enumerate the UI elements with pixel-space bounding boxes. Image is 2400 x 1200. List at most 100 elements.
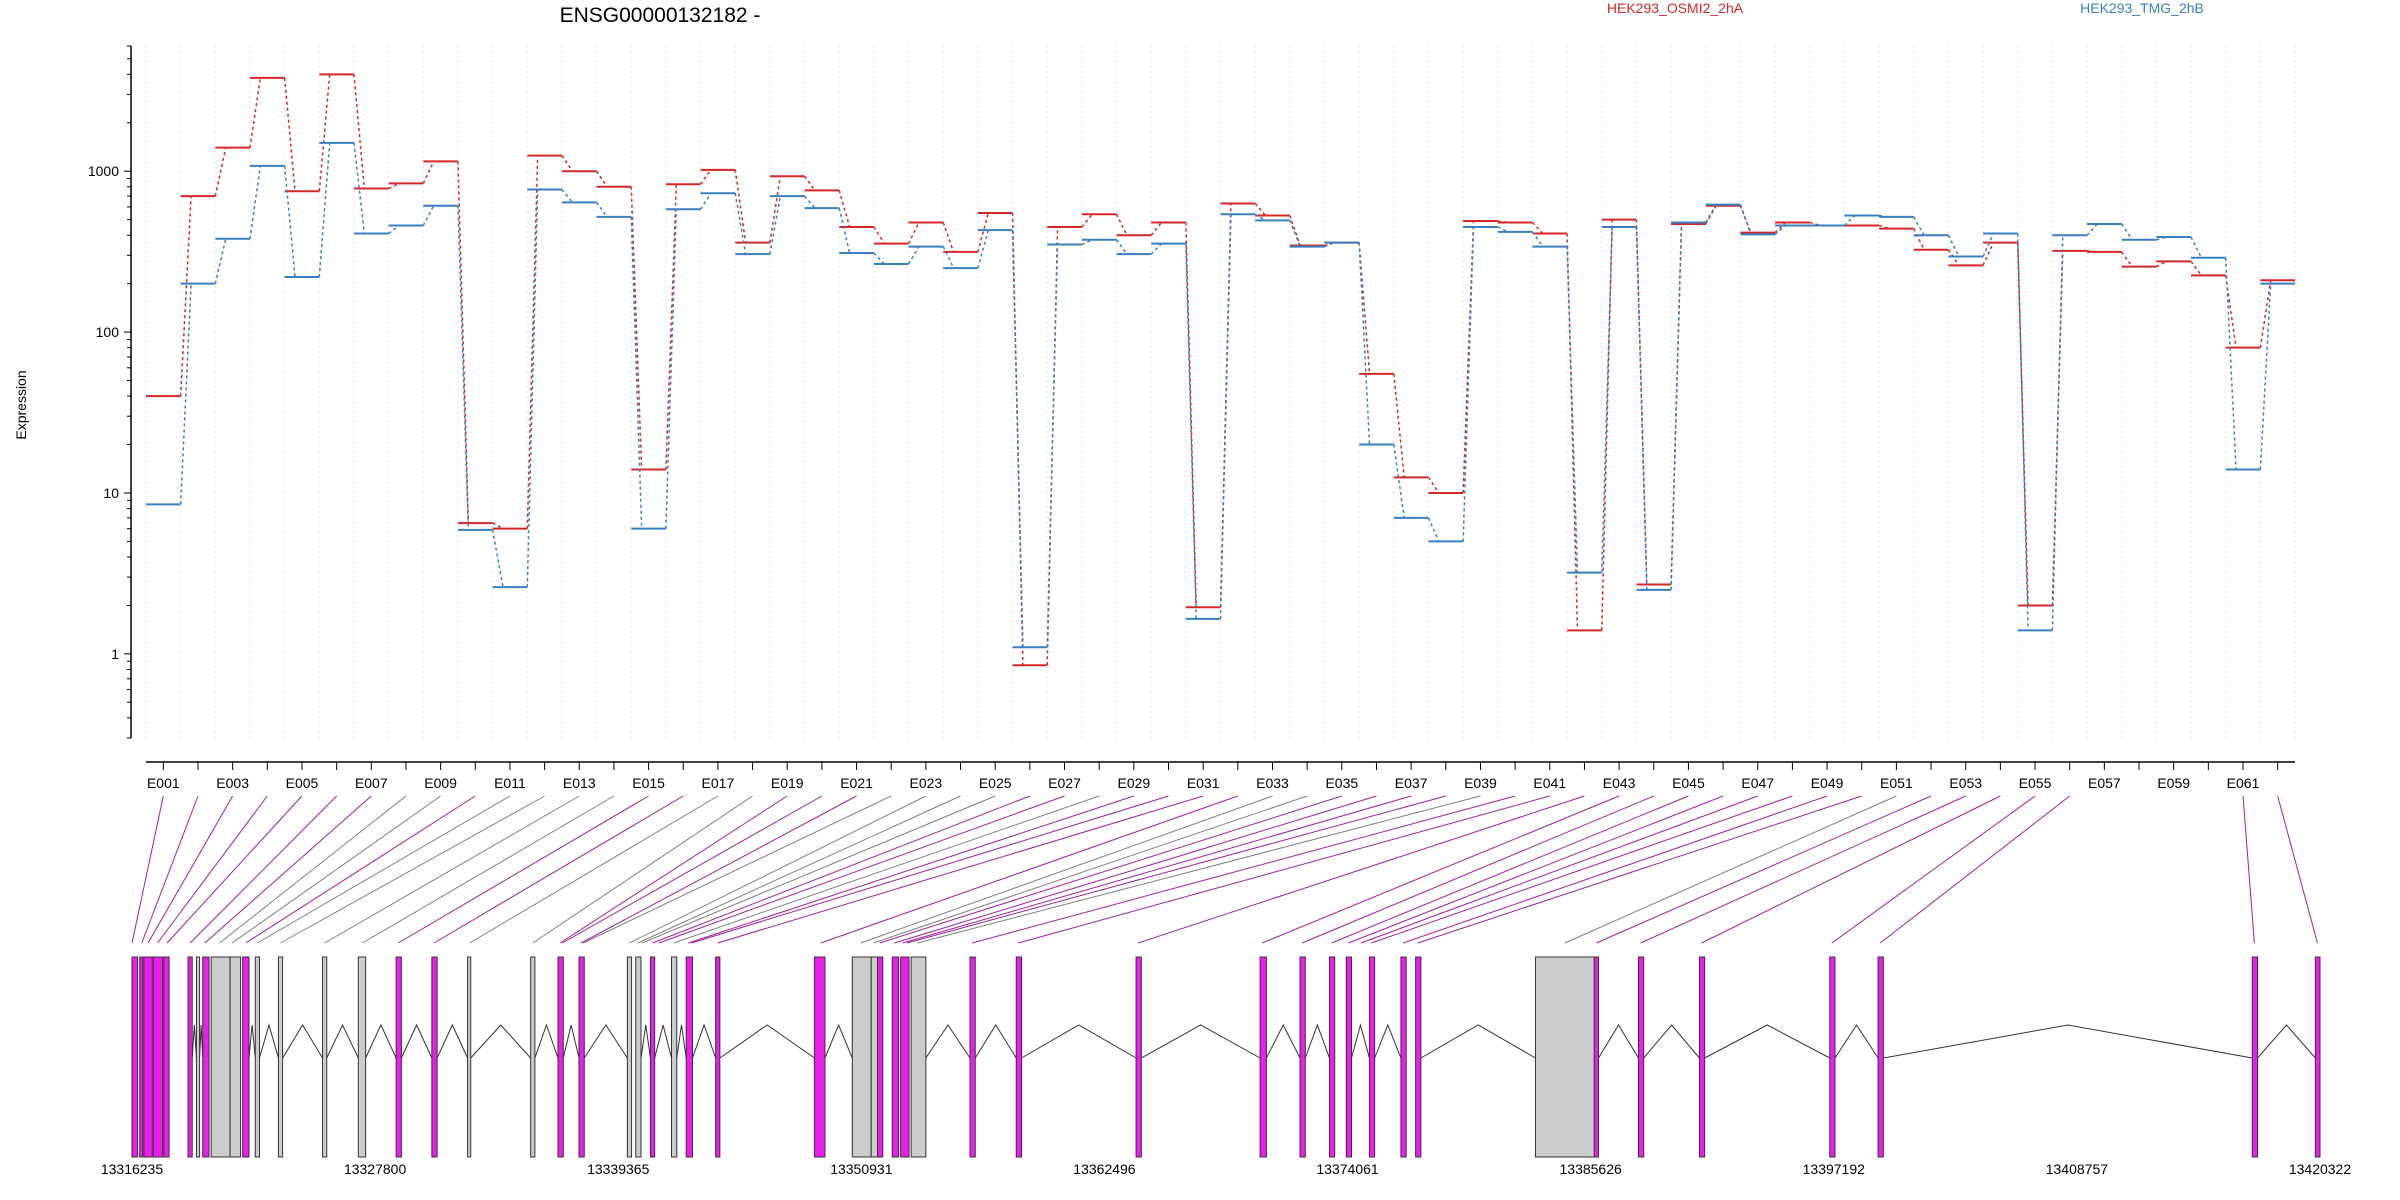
exon-box <box>143 956 153 1158</box>
connector-line <box>820 795 1238 944</box>
exon-box <box>649 956 656 1158</box>
intron-line <box>1598 1024 1639 1059</box>
connector-line <box>906 795 1446 944</box>
exon-box <box>357 956 367 1158</box>
genomic-tick-label: 13420322 <box>2289 1161 2352 1177</box>
connector-line <box>397 795 649 944</box>
vertical-gridlines <box>145 46 2296 738</box>
exon-box <box>851 956 872 1158</box>
genomic-coordinate-axis: 13316235 13327800 13339365 13350931 13362496… <box>101 1161 2352 1177</box>
exon-box <box>969 956 976 1158</box>
genomic-tick-label: 13408757 <box>2046 1161 2109 1177</box>
connector-line <box>147 795 234 944</box>
x-tick-label: E057 <box>2088 775 2121 791</box>
x-tick-label: E047 <box>1741 775 1774 791</box>
connector-line <box>280 795 545 944</box>
connector-line <box>894 795 1377 944</box>
connector-line <box>1301 795 1654 944</box>
connector-line <box>629 795 927 944</box>
exon-box <box>635 956 642 1158</box>
exon-box <box>2314 956 2321 1158</box>
connector-line <box>131 795 164 944</box>
intron-line <box>1420 1024 1536 1059</box>
intron-line <box>1351 1023 1370 1059</box>
exon-box <box>715 956 721 1158</box>
genomic-tick-label: 13316235 <box>101 1161 164 1177</box>
gene-model-track <box>131 956 2321 1158</box>
exon-box <box>1400 956 1407 1158</box>
connector-line <box>691 795 1169 944</box>
x-tick-label: E027 <box>1048 775 1081 791</box>
connector-line <box>559 795 788 944</box>
connector-line <box>580 795 857 944</box>
connector-line <box>673 795 1100 944</box>
y-tick-label: 1 <box>111 646 119 662</box>
connector-line <box>231 795 441 944</box>
connector-line <box>873 795 1308 944</box>
x-tick-label: E039 <box>1464 775 1497 791</box>
connector-line <box>658 795 1065 944</box>
x-tick-label: E007 <box>355 775 388 791</box>
exon-box <box>1368 956 1376 1158</box>
intron-line <box>2257 1024 2316 1059</box>
y-axis: 1 10 100 1000 <box>88 45 132 739</box>
series-osmi2 <box>146 73 2295 667</box>
connector-line <box>433 795 684 944</box>
exon-box <box>1829 956 1836 1158</box>
exon-connector-lines <box>131 795 2318 944</box>
connector-line <box>1360 795 1758 944</box>
connector-line <box>860 795 1273 944</box>
connector-line <box>1564 795 1897 944</box>
intron-line <box>534 1023 559 1059</box>
exon-box <box>277 956 284 1158</box>
exon-box <box>870 956 879 1158</box>
exon-box <box>1259 956 1267 1158</box>
intron-line <box>1883 1024 2253 1059</box>
connector-line <box>1596 795 1932 944</box>
intron-line <box>400 1023 433 1059</box>
connector-line <box>204 795 372 944</box>
exon-box <box>1345 956 1353 1158</box>
x-tick-label: E001 <box>147 775 180 791</box>
intron-line <box>282 1024 323 1059</box>
connector-line <box>362 795 615 944</box>
intron-line <box>640 1024 651 1059</box>
connector-line <box>1701 795 2001 944</box>
connector-line <box>2277 795 2318 944</box>
connector-line <box>2242 795 2255 944</box>
x-tick-label: E019 <box>771 775 804 791</box>
genomic-tick-label: 13385626 <box>1560 1161 1623 1177</box>
series-connector <box>179 74 2272 666</box>
series-connector <box>179 142 2272 648</box>
exon-box <box>431 956 438 1158</box>
connector-line <box>1640 795 1966 944</box>
exon-box <box>626 956 633 1158</box>
exon-box <box>530 956 536 1158</box>
exon-box <box>195 956 201 1158</box>
intron-line <box>1141 1024 1261 1059</box>
x-tick-label: E053 <box>1949 775 1982 791</box>
intron-line <box>654 1024 672 1059</box>
intron-line <box>719 1024 815 1059</box>
connector-line <box>1402 795 1828 944</box>
genomic-tick-label: 13374061 <box>1316 1161 1379 1177</box>
intron-line <box>583 1024 628 1059</box>
connector-line <box>141 795 199 944</box>
exon-box <box>685 956 694 1158</box>
x-tick-label: E023 <box>910 775 943 791</box>
exon-box <box>900 956 910 1158</box>
x-tick-label: E033 <box>1256 775 1289 791</box>
connector-line <box>688 795 1135 944</box>
connector-line <box>1138 795 1585 944</box>
intron-line <box>1643 1024 1700 1059</box>
x-tick-label: E055 <box>2019 775 2052 791</box>
x-tick-label: E037 <box>1395 775 1428 791</box>
x-tick-label: E059 <box>2157 775 2190 791</box>
exon-box <box>210 956 231 1158</box>
x-tick-label: E017 <box>702 775 735 791</box>
intron-line <box>1834 1024 1879 1059</box>
exon-box <box>1135 956 1142 1158</box>
exon-box <box>1328 956 1336 1158</box>
intron-line <box>470 1024 532 1059</box>
